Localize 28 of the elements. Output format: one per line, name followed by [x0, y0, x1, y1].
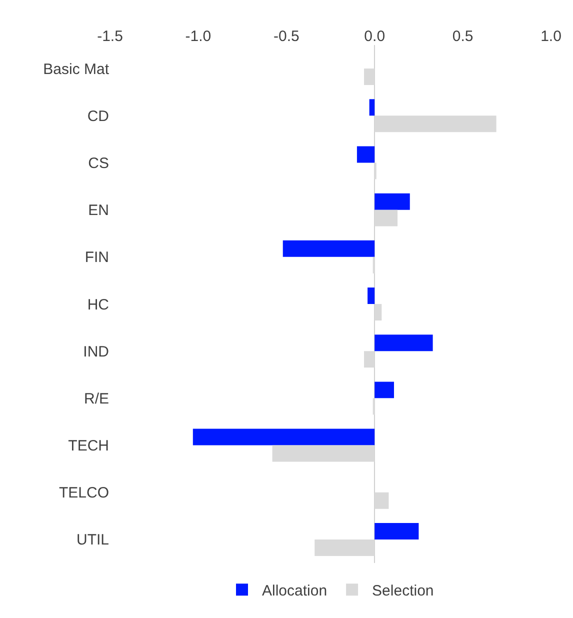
- bar: [192, 428, 375, 446]
- y-tick-label: CS: [88, 154, 109, 172]
- x-tick-label: 1.0: [540, 28, 562, 45]
- x-tick-label: -0.5: [273, 28, 300, 45]
- y-tick-label: R/E: [84, 390, 109, 408]
- y-tick-label: UTIL: [76, 532, 109, 549]
- y-tick-label: FIN: [84, 249, 109, 266]
- x-tick-label: -1.5: [97, 28, 123, 45]
- bar: [374, 522, 419, 540]
- y-tick-label: IND: [83, 343, 110, 360]
- bar: [374, 382, 394, 398]
- legend-label: Allocation: [262, 582, 328, 600]
- x-tick-label: -1.0: [185, 28, 212, 45]
- bar: [374, 334, 433, 352]
- bar: [369, 99, 375, 116]
- y-tick-label: Basic Mat: [43, 60, 110, 78]
- bar: [282, 240, 375, 257]
- bar: [374, 193, 410, 210]
- bar: [368, 288, 375, 304]
- y-tick-label: CD: [87, 108, 110, 125]
- y-tick-label: EN: [88, 202, 109, 220]
- y-tick-label: TELCO: [58, 484, 109, 502]
- bar: [356, 146, 375, 163]
- y-tick-label: HC: [87, 296, 110, 314]
- x-tick-label: 0.5: [452, 28, 474, 45]
- x-tick-label: 0.0: [364, 28, 386, 45]
- legend-label: Selection: [372, 582, 434, 600]
- y-tick-label: TECH: [68, 438, 109, 455]
